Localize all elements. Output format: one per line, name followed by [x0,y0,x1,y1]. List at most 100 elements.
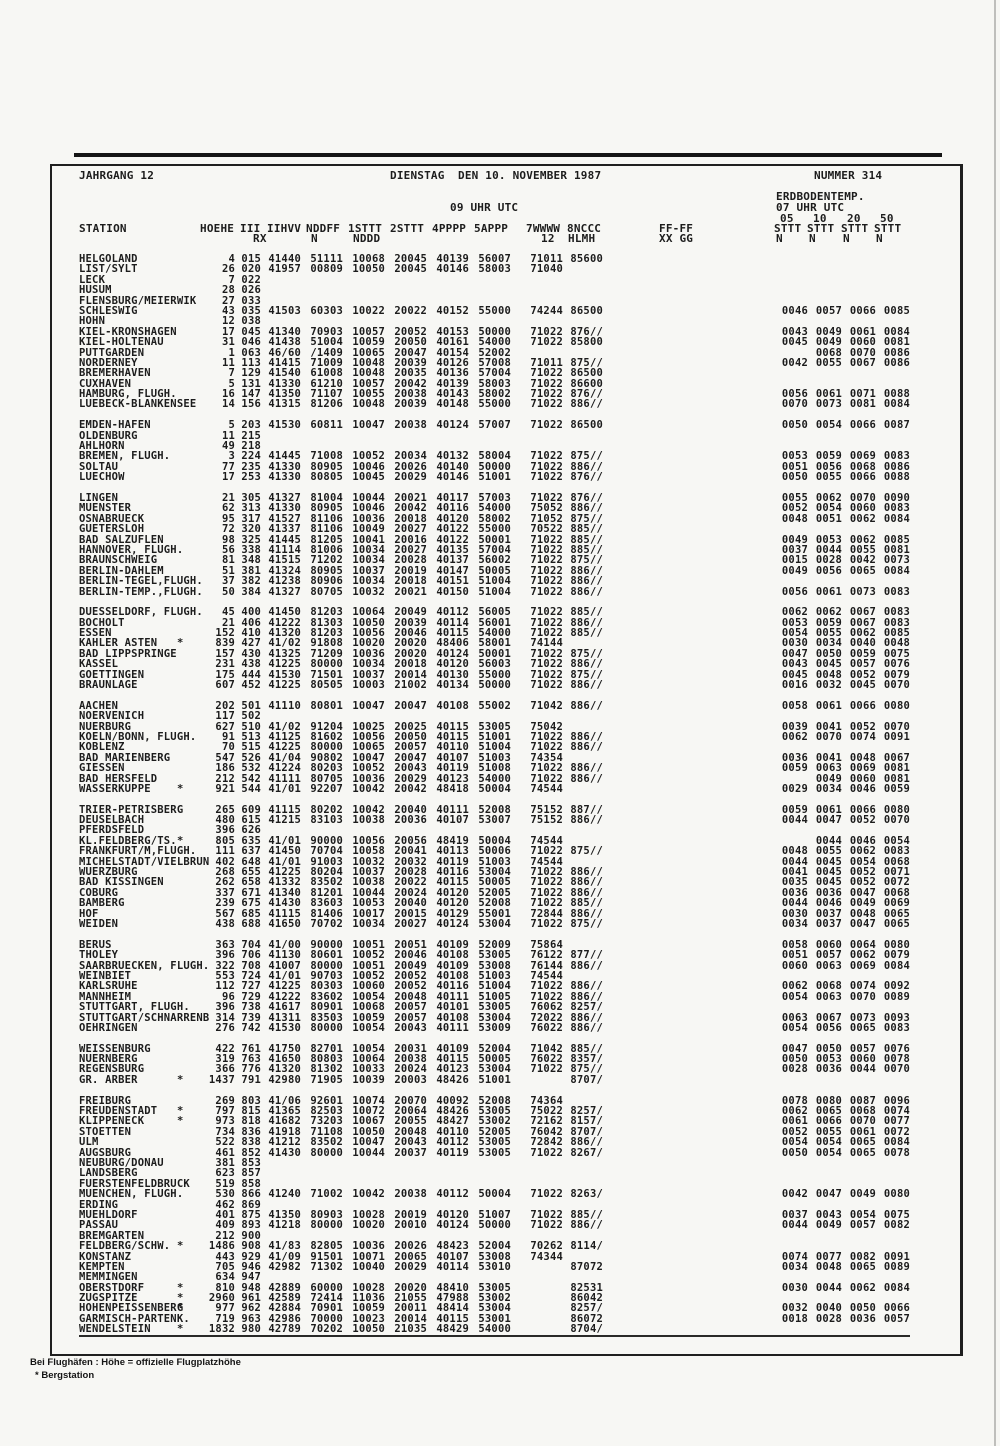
station-name: PASSAU [79,1219,119,1232]
station-name: HELGOLAND [79,253,138,265]
group-iihvv: 41527 [268,512,301,525]
group-iihvv: 41415 [268,356,301,369]
group-2sttt: 20031 [394,1042,427,1055]
soil-20: 0060 [849,502,876,515]
soil-20: 0062 [849,533,876,546]
group-nddff: 60000 [310,1281,343,1294]
soil-10: 0055 [815,845,842,858]
group-iihvv: 41440 [268,253,301,265]
soil-05: 0054 [781,990,808,1003]
ff-column-empty [603,1137,693,1147]
station-row: BERUS 363 704 41/00 90000 10051 20051 40109 5200… [79,939,910,950]
soil-50: 0070 [883,679,910,692]
group-8nccc: 86600 [570,377,603,390]
soil-10 [808,1241,842,1251]
group-1sttt: 10065 [352,346,385,359]
group-1sttt: 10044 [352,886,385,899]
soil-20: 0052 [849,866,876,879]
group-nddff: 83502 [310,1136,343,1149]
berg-marker [177,348,193,358]
group-8nccc: 886// [570,990,603,1003]
group-7wwww: 71022 [530,679,563,692]
group-nddff: 70202 [310,1323,343,1336]
station-row: STUTTGART, FLUGH. 396 738 41617 80901 10068 20… [79,1001,910,1014]
group-7wwww: 71022 [530,460,563,473]
station-row: KOELN/BONN, FLUGH. 91 513 41125 81602 10056 20… [79,732,910,743]
group-4pppp: 40107 [436,1250,469,1263]
ff-column-empty [603,306,693,316]
group-2sttt: 20047 [394,346,427,359]
col-iihvv: IIHVV [267,222,302,235]
soil-50: 0088 [883,388,910,401]
group-nddff: 83602 [310,990,343,1003]
group-4pppp: 40107 [436,751,469,764]
group-2sttt: 20019 [394,564,427,577]
soil-20: 0057 [849,658,876,671]
station-name: BERLIN-TEGEL,FLUGH. [79,575,203,588]
group-5appp: 54000 [478,336,511,349]
weekday-label: DIENSTAG [390,169,445,182]
soil-10: 0049 [815,1219,842,1232]
group-4pppp: 40151 [436,575,469,588]
group-5appp: 50005 [478,564,511,577]
berg-marker [177,867,193,877]
group-5appp: 52005 [478,886,511,899]
soil-20: 0066 [849,419,876,432]
soil-50: 0065 [883,907,910,920]
station-row: SCHLESWIG 43 035 41503 60303 10022 20022 40152 5… [79,304,910,317]
ff-column-empty [603,1252,693,1262]
station-row: WENDELSTEIN * 1832 980 42789 70202 10050 21035 4… [79,1323,910,1337]
sub-rx: RX [253,232,267,245]
hoehe-value: 152 [215,627,235,640]
soil-20: 0066 [849,304,876,317]
station-name: BAD KISSINGEN [79,876,164,889]
soil-20: 0052 [849,668,876,681]
ff-column-empty [603,805,693,815]
group-7wwww: 71022 [530,606,563,619]
group-iihvv: 41130 [268,949,301,962]
soil-20: 0066 [849,699,876,712]
group-nddff: 80303 [310,980,343,993]
soil-50: 0085 [883,304,910,317]
group-nddff: 81406 [310,907,343,920]
group-iii: 980 [241,1323,261,1336]
berg-marker: * [177,1115,184,1128]
station-name: OBERSTDORF [79,1281,145,1294]
group-2sttt: 20055 [394,1115,427,1128]
station-name: STOETTEN [79,1125,132,1138]
group-5appp: 50001 [478,647,511,660]
soil-05 [693,285,808,295]
group-4pppp: 40108 [436,969,469,982]
group-iihvv: 42889 [268,1281,301,1294]
soil-50: 0088 [883,471,910,484]
soil-10 [808,275,842,285]
group-5appp [469,1168,511,1178]
group-5appp: 56002 [478,554,511,567]
group-7wwww: 71022 [530,647,563,660]
group-1sttt: 10047 [352,1136,385,1149]
soil-05: 0043 [781,658,808,671]
group-1sttt [343,431,385,441]
group-iihvv: 41225 [268,866,301,879]
group-1sttt: 10050 [352,1323,385,1336]
station-row: KASSEL 231 438 41225 80000 10034 20018 40120 560… [79,658,910,671]
station-name: BRAUNLAGE [79,679,138,692]
group-1sttt: 10053 [352,897,385,910]
ff-column-empty [603,1002,693,1012]
group-8nccc: 886// [570,564,603,577]
soil-20: 0087 [849,1094,876,1107]
ff-column-empty [603,774,693,784]
group-1sttt: 10034 [352,658,385,671]
group-1sttt: 10068 [352,1001,385,1014]
group-nddff: 80203 [310,762,343,775]
station-row: BAD KISSINGEN 262 658 41332 83502 10038 20022 4… [79,876,910,889]
soil-20: 0066 [849,471,876,484]
group-5appp: 50004 [478,1188,511,1201]
hoehe-value: 72 [221,523,235,536]
soil-05 [693,1075,808,1085]
soil-20: 0070 [849,1115,876,1128]
soil-50: 0078 [883,1146,910,1159]
group-nddff: 80000 [310,1146,343,1159]
group-iihvv: 41240 [268,1188,301,1201]
group-iii: 857 [241,1167,261,1180]
